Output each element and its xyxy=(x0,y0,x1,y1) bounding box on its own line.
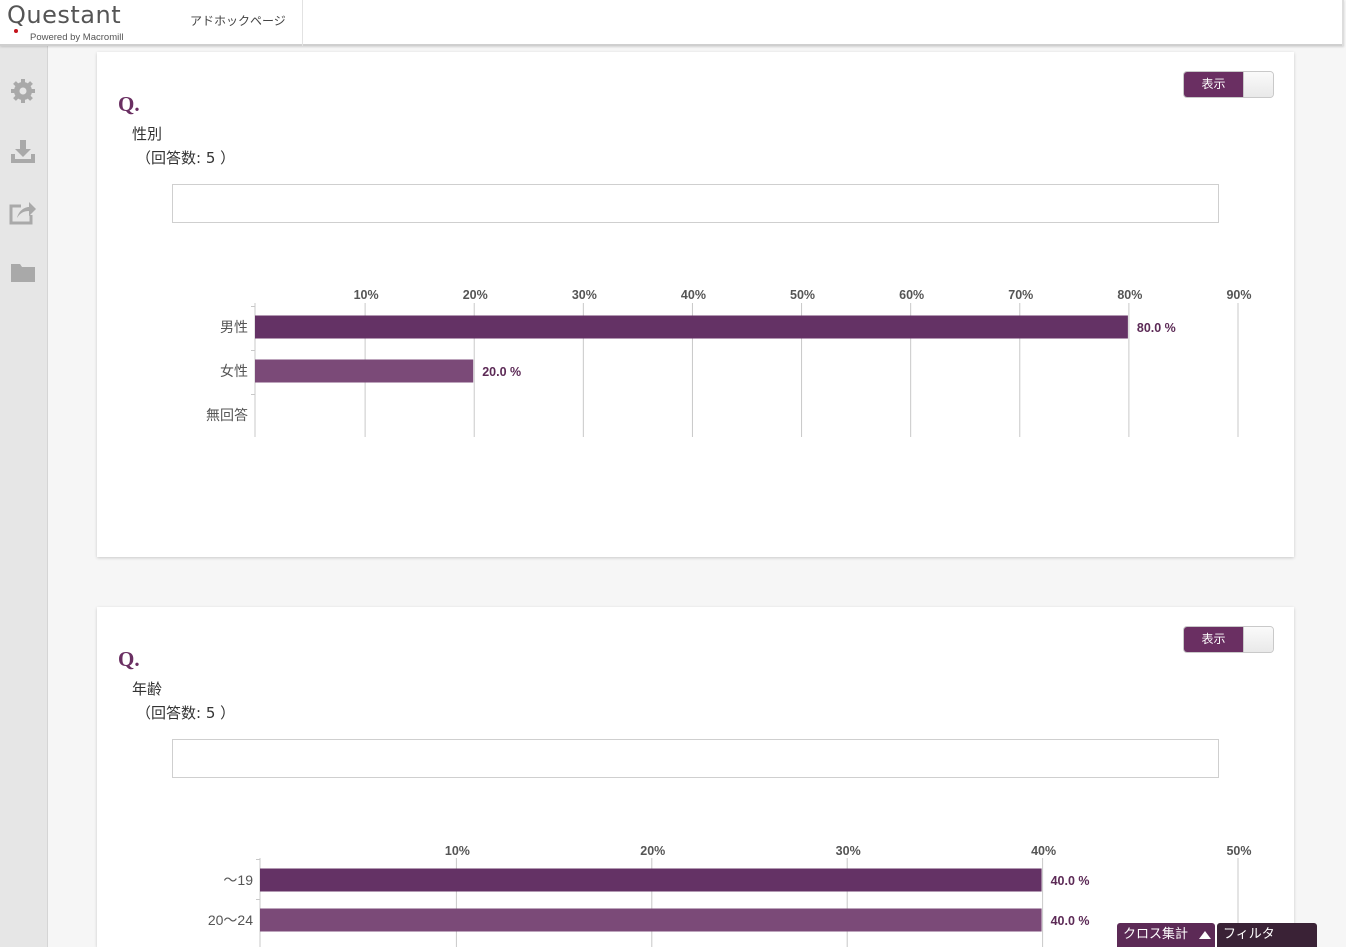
questant-logo[interactable]: Questant Powered by Macromill xyxy=(6,0,134,46)
bar[interactable] xyxy=(255,315,1128,339)
share-icon[interactable] xyxy=(9,198,37,226)
question-number: Q. xyxy=(118,647,140,671)
question-card-gender: 表示 Q. 性別 （回答数: 5 ） 10% 20% 30% 40% 50% 60% 70%… xyxy=(97,52,1294,557)
category-label: 20～24 xyxy=(208,912,253,928)
bar[interactable] xyxy=(260,868,1042,892)
tick-label: 30% xyxy=(572,288,597,302)
sidebar xyxy=(0,46,48,947)
cross-tab-label: クロス集計 xyxy=(1123,927,1189,942)
response-count: （回答数: 5 ） xyxy=(136,704,236,722)
logo-subtitle: Powered by Macromill xyxy=(30,32,124,43)
filter-label: フィルタ xyxy=(1223,927,1275,942)
tick-label: 60% xyxy=(899,288,924,302)
toggle-label: 表示 xyxy=(1184,72,1243,97)
expand-up-icon xyxy=(1199,931,1211,939)
response-count: （回答数: 5 ） xyxy=(136,149,236,167)
tick-label: 20% xyxy=(463,288,488,302)
age-bar-chart: 10% 20% 30% 40% 50% ～19 40.0 % 20～24 40.0 % xyxy=(208,844,1252,947)
display-toggle[interactable]: 表示 xyxy=(1183,71,1274,98)
download-icon[interactable] xyxy=(9,137,37,165)
value-label: 40.0 % xyxy=(1051,914,1090,928)
tick-label: 20% xyxy=(640,844,665,858)
tick-label: 50% xyxy=(790,288,815,302)
gear-icon[interactable] xyxy=(9,77,37,105)
question-title: 年齢 xyxy=(132,680,163,698)
bar[interactable] xyxy=(260,908,1042,932)
tab-adhoc-page[interactable]: アドホックページ xyxy=(176,0,303,46)
logo-dot xyxy=(14,29,18,33)
filter-button[interactable]: フィルタ xyxy=(1217,923,1317,947)
tick-label: 80% xyxy=(1117,288,1142,302)
category-label: 女性 xyxy=(220,363,248,379)
folder-icon[interactable] xyxy=(9,258,37,286)
tick-label: 40% xyxy=(1031,844,1056,858)
cross-tab-button[interactable]: クロス集計 xyxy=(1117,923,1215,947)
category-label: 無回答 xyxy=(206,407,248,423)
comment-box[interactable] xyxy=(172,739,1219,778)
question-card-age: 表示 Q. 年齢 （回答数: 5 ） 10% 20% 30% 40% 50% ～19 40.… xyxy=(97,607,1294,947)
display-toggle[interactable]: 表示 xyxy=(1183,626,1274,653)
category-label: ～19 xyxy=(223,872,253,888)
tick-label: 90% xyxy=(1226,288,1251,302)
toggle-knob[interactable] xyxy=(1243,627,1273,652)
tick-label: 10% xyxy=(445,844,470,858)
bar[interactable] xyxy=(255,359,474,383)
tick-label: 40% xyxy=(681,288,706,302)
category-label: 男性 xyxy=(220,319,248,335)
header-scrollbar-edge xyxy=(1342,0,1344,46)
value-label: 80.0 % xyxy=(1137,321,1176,335)
top-header: Questant Powered by Macromill アドホックページ xyxy=(0,0,1344,46)
tick-label: 30% xyxy=(836,844,861,858)
tick-label: 70% xyxy=(1008,288,1033,302)
gender-bar-chart: 10% 20% 30% 40% 50% 60% 70% 80% 90% 男性 80.0 % 女性 20.… xyxy=(206,288,1252,437)
value-label: 40.0 % xyxy=(1051,874,1090,888)
comment-box[interactable] xyxy=(172,184,1219,223)
tick-label: 50% xyxy=(1226,844,1251,858)
tick-label: 10% xyxy=(354,288,379,302)
toggle-label: 表示 xyxy=(1184,627,1243,652)
logo-text: Questant xyxy=(7,1,122,29)
value-label: 20.0 % xyxy=(482,365,521,379)
question-title: 性別 xyxy=(132,125,163,143)
question-number: Q. xyxy=(118,92,140,116)
toggle-knob[interactable] xyxy=(1243,72,1273,97)
